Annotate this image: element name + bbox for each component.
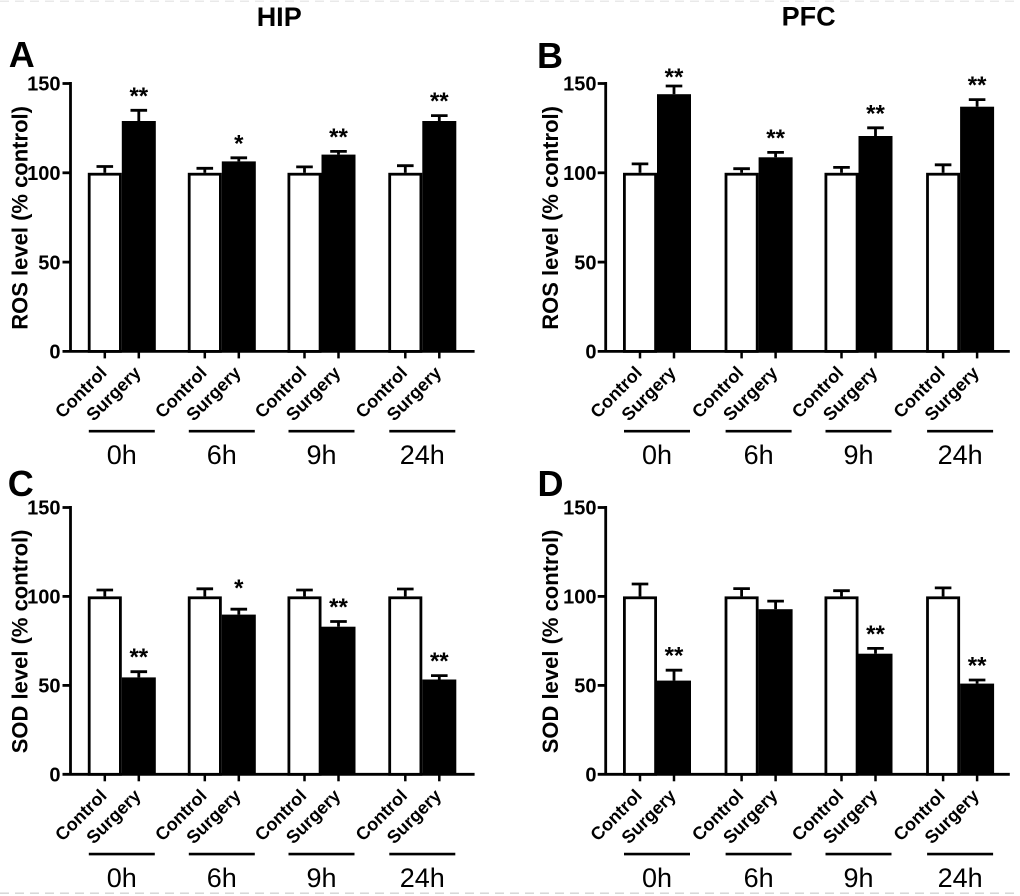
- svg-text:B: B: [537, 35, 563, 76]
- svg-text:100: 100: [563, 163, 596, 185]
- svg-text:**: **: [329, 124, 348, 151]
- svg-text:**: **: [665, 64, 684, 91]
- svg-text:9h: 9h: [843, 863, 873, 893]
- svg-text:**: **: [766, 125, 785, 152]
- svg-text:D: D: [538, 463, 564, 504]
- svg-text:9h: 9h: [306, 863, 336, 893]
- svg-text:24h: 24h: [938, 440, 983, 470]
- svg-text:24h: 24h: [400, 863, 445, 893]
- svg-text:6h: 6h: [207, 863, 237, 893]
- svg-text:0h: 0h: [107, 440, 137, 470]
- svg-text:**: **: [968, 653, 987, 680]
- svg-text:100: 100: [27, 587, 60, 609]
- svg-text:150: 150: [563, 498, 596, 520]
- svg-text:0h: 0h: [642, 440, 672, 470]
- svg-text:**: **: [129, 83, 148, 110]
- svg-text:100: 100: [27, 163, 60, 185]
- svg-text:**: **: [329, 594, 348, 621]
- svg-text:50: 50: [38, 676, 60, 698]
- svg-text:0: 0: [585, 765, 596, 787]
- svg-text:C: C: [8, 463, 34, 504]
- svg-text:**: **: [430, 648, 449, 675]
- svg-text:**: **: [968, 72, 987, 99]
- svg-text:6h: 6h: [207, 440, 237, 470]
- svg-text:**: **: [665, 643, 684, 670]
- svg-text:ROS level (% control): ROS level (% control): [538, 106, 563, 330]
- svg-text:**: **: [129, 644, 148, 671]
- svg-text:150: 150: [563, 74, 596, 96]
- svg-text:*: *: [234, 575, 244, 602]
- svg-text:0: 0: [49, 342, 60, 364]
- svg-text:HIP: HIP: [257, 2, 302, 32]
- svg-text:6h: 6h: [744, 440, 774, 470]
- svg-text:6h: 6h: [744, 863, 774, 893]
- svg-text:SOD level (% control): SOD level (% control): [8, 530, 33, 754]
- svg-text:**: **: [866, 100, 885, 127]
- svg-text:A: A: [9, 34, 35, 75]
- svg-text:150: 150: [27, 74, 60, 96]
- svg-text:9h: 9h: [843, 440, 873, 470]
- svg-text:PFC: PFC: [782, 2, 836, 32]
- svg-text:100: 100: [563, 587, 596, 609]
- svg-text:150: 150: [27, 498, 60, 520]
- svg-text:24h: 24h: [400, 440, 445, 470]
- svg-text:50: 50: [574, 252, 596, 274]
- svg-text:SOD level (% control): SOD level (% control): [538, 530, 563, 754]
- svg-text:**: **: [866, 621, 885, 648]
- svg-text:**: **: [430, 88, 449, 115]
- svg-text:50: 50: [38, 252, 60, 274]
- svg-text:ROS level (% control): ROS level (% control): [8, 106, 33, 330]
- svg-text:0h: 0h: [107, 863, 137, 893]
- svg-text:0: 0: [49, 765, 60, 787]
- svg-text:24h: 24h: [938, 863, 983, 893]
- svg-text:0h: 0h: [642, 863, 672, 893]
- svg-text:9h: 9h: [306, 440, 336, 470]
- svg-text:0: 0: [585, 342, 596, 364]
- svg-text:*: *: [234, 130, 244, 157]
- svg-text:50: 50: [574, 676, 596, 698]
